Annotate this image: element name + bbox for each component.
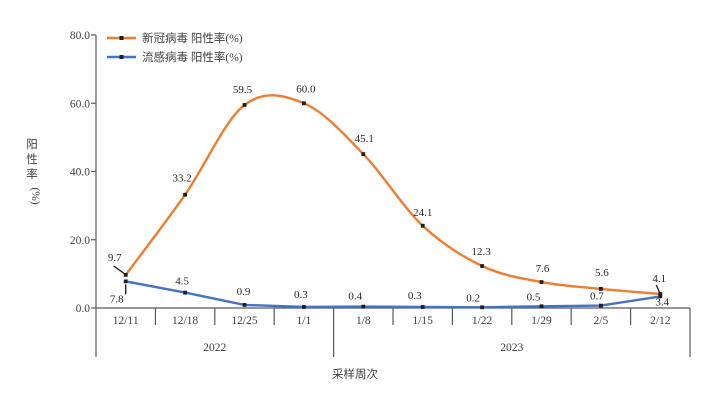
category-label: 1/22 bbox=[472, 315, 493, 327]
data-label-covid: 7.6 bbox=[536, 263, 550, 275]
legend-item-covid: 新冠病毒 阳性率(%) bbox=[107, 31, 243, 45]
y-axis-title: 率 bbox=[26, 167, 38, 181]
data-point-marker-covid bbox=[658, 292, 663, 296]
data-point-marker-flu bbox=[361, 304, 366, 309]
y-tick-label: 40.0 bbox=[70, 167, 90, 179]
y-tick-label: 20.0 bbox=[70, 235, 90, 247]
y-axis-title: 阳 bbox=[26, 138, 38, 151]
data-label-flu: 0.5 bbox=[527, 291, 541, 303]
category-label: 1/29 bbox=[531, 315, 552, 327]
series-flu-line bbox=[124, 280, 662, 309]
category-label: 2/12 bbox=[650, 315, 671, 327]
y-tick-label: 80.0 bbox=[70, 30, 90, 42]
data-label-covid: 12.3 bbox=[471, 246, 491, 258]
data-point-marker-covid bbox=[539, 280, 544, 284]
data-point-marker-flu bbox=[420, 305, 425, 309]
category-label: 12/18 bbox=[172, 315, 198, 327]
data-point-marker-covid bbox=[420, 223, 425, 228]
data-point-marker-covid bbox=[480, 264, 484, 268]
data-label-flu: 0.2 bbox=[466, 292, 480, 304]
data-point-marker-covid bbox=[302, 101, 306, 106]
category-label: 12/25 bbox=[231, 315, 257, 327]
data-label-covid: 24.1 bbox=[413, 207, 432, 219]
data-label-covid: 9.7 bbox=[108, 252, 122, 264]
y-axis-title: 性 bbox=[26, 152, 38, 166]
legend-item-flu: 流感病毒 阳性率(%) bbox=[107, 50, 243, 64]
data-point-marker-covid bbox=[183, 192, 187, 197]
data-label-flu: 0.9 bbox=[237, 286, 251, 298]
y-tick-label: 60.0 bbox=[70, 98, 90, 110]
data-point-marker-flu bbox=[183, 290, 187, 295]
category-label: 1/15 bbox=[412, 315, 433, 327]
category-label: 2/5 bbox=[594, 315, 609, 327]
data-point-marker-covid bbox=[599, 286, 603, 291]
data-point-marker-flu bbox=[242, 303, 247, 307]
category-label: 1/8 bbox=[356, 315, 371, 327]
data-label-flu: 3.4 bbox=[655, 296, 669, 308]
data-label-covid: 5.6 bbox=[595, 267, 609, 279]
data-point-marker-flu bbox=[658, 294, 663, 299]
year-label: 2023 bbox=[500, 342, 523, 354]
data-label-covid: 45.1 bbox=[355, 133, 374, 145]
year-label: 2022 bbox=[203, 342, 226, 354]
category-label: 12/11 bbox=[113, 315, 139, 327]
data-point-marker-covid bbox=[361, 152, 366, 156]
series-covid-line bbox=[124, 94, 662, 296]
data-point-marker-covid bbox=[242, 103, 247, 107]
data-point-marker-flu bbox=[599, 303, 603, 308]
data-label-flu: 0.3 bbox=[408, 290, 422, 302]
data-label-flu: 0.4 bbox=[348, 291, 362, 303]
data-label-flu: 7.8 bbox=[110, 293, 124, 305]
legend-label: 新冠病毒 阳性率(%) bbox=[142, 31, 243, 45]
data-label-covid: 33.2 bbox=[172, 173, 191, 185]
data-label-flu: 0.7 bbox=[590, 291, 604, 303]
data-point-marker-flu bbox=[539, 304, 544, 309]
data-point-marker-flu bbox=[123, 279, 128, 284]
data-point-marker-flu bbox=[480, 305, 484, 310]
data-label-flu: 4.5 bbox=[175, 276, 189, 288]
y-tick-label: 0.0 bbox=[76, 303, 91, 315]
data-label-leader-line bbox=[113, 265, 126, 275]
category-label: 1/1 bbox=[297, 315, 312, 327]
data-label-flu: 0.3 bbox=[294, 289, 308, 301]
legend-marker bbox=[119, 36, 124, 40]
data-point-marker-flu bbox=[302, 305, 306, 309]
data-point-marker-covid bbox=[123, 272, 128, 277]
y-axis-title-unit: (%) bbox=[29, 187, 41, 204]
data-label-covid: 4.1 bbox=[652, 273, 666, 285]
data-label-covid: 59.5 bbox=[233, 84, 253, 96]
x-axis-title: 采样周次 bbox=[332, 367, 378, 381]
legend-marker bbox=[119, 55, 124, 59]
data-label-covid: 60.0 bbox=[296, 83, 316, 95]
legend-label: 流感病毒 阳性率(%) bbox=[142, 50, 243, 64]
data-label-leader-line bbox=[655, 284, 661, 294]
